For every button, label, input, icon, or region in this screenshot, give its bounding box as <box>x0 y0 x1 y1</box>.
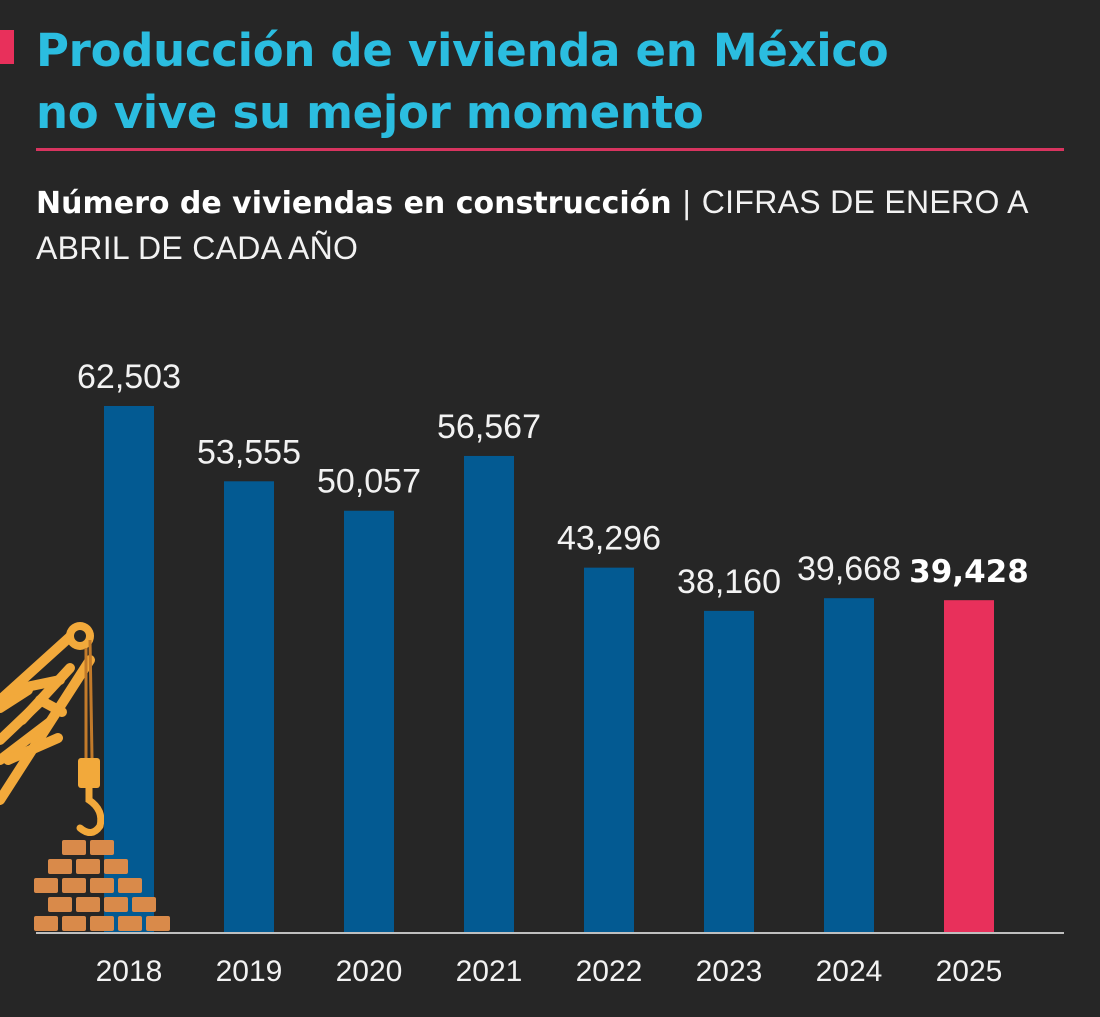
value-label-2024: 39,668 <box>797 550 901 588</box>
bar-2021 <box>464 455 514 932</box>
x-tick-label-2023: 2023 <box>696 955 763 988</box>
title-divider <box>36 148 1064 151</box>
bar-2022 <box>584 567 634 932</box>
chart-title: Número de viviendas en construcción <box>36 186 672 221</box>
bar-2024 <box>824 598 874 932</box>
crane-icon <box>0 622 105 836</box>
title-line-1: Producción de vivienda en México <box>36 24 889 77</box>
x-tick-label-2021: 2021 <box>456 955 523 988</box>
bar-2020 <box>344 510 394 932</box>
value-label-2018: 62,503 <box>77 358 181 396</box>
x-tick-label-2020: 2020 <box>336 955 403 988</box>
ticks-layer: 2018 2019 2020 2021 2022 2023 2024 2025 <box>96 955 1003 988</box>
page-title: Producción de vivienda en México no vive… <box>36 20 1056 144</box>
x-tick-label-2022: 2022 <box>576 955 643 988</box>
value-label-2025: 39,428 <box>909 554 1029 590</box>
x-tick-label-2024: 2024 <box>816 955 883 988</box>
value-labels-layer: 62,503 53,555 50,057 56,567 43,296 38,160 39,6… <box>77 358 1029 601</box>
value-label-2023: 38,160 <box>677 563 781 601</box>
bar-2019 <box>224 481 274 932</box>
chart-subtitle: Número de viviendas en construcción | CIFR… <box>36 180 1066 272</box>
bar-2023 <box>704 610 754 932</box>
value-label-2022: 43,296 <box>557 520 661 558</box>
subtitle-separator: | <box>681 186 692 221</box>
bar-2025 <box>944 600 994 932</box>
value-label-2020: 50,057 <box>317 463 421 501</box>
title-line-2: no vive su mejor momento <box>36 86 704 139</box>
x-tick-label-2019: 2019 <box>216 955 283 988</box>
bricks-icon <box>34 840 170 931</box>
value-label-2021: 56,567 <box>437 408 541 446</box>
bars-layer <box>104 406 994 932</box>
x-tick-label-2018: 2018 <box>96 955 163 988</box>
title-accent-block <box>0 30 14 64</box>
x-tick-label-2025: 2025 <box>936 955 1003 988</box>
chart-period-note: CIFRAS DE ENERO A ABRIL DE CADA AÑO <box>36 184 1027 266</box>
value-label-2019: 53,555 <box>197 433 301 471</box>
